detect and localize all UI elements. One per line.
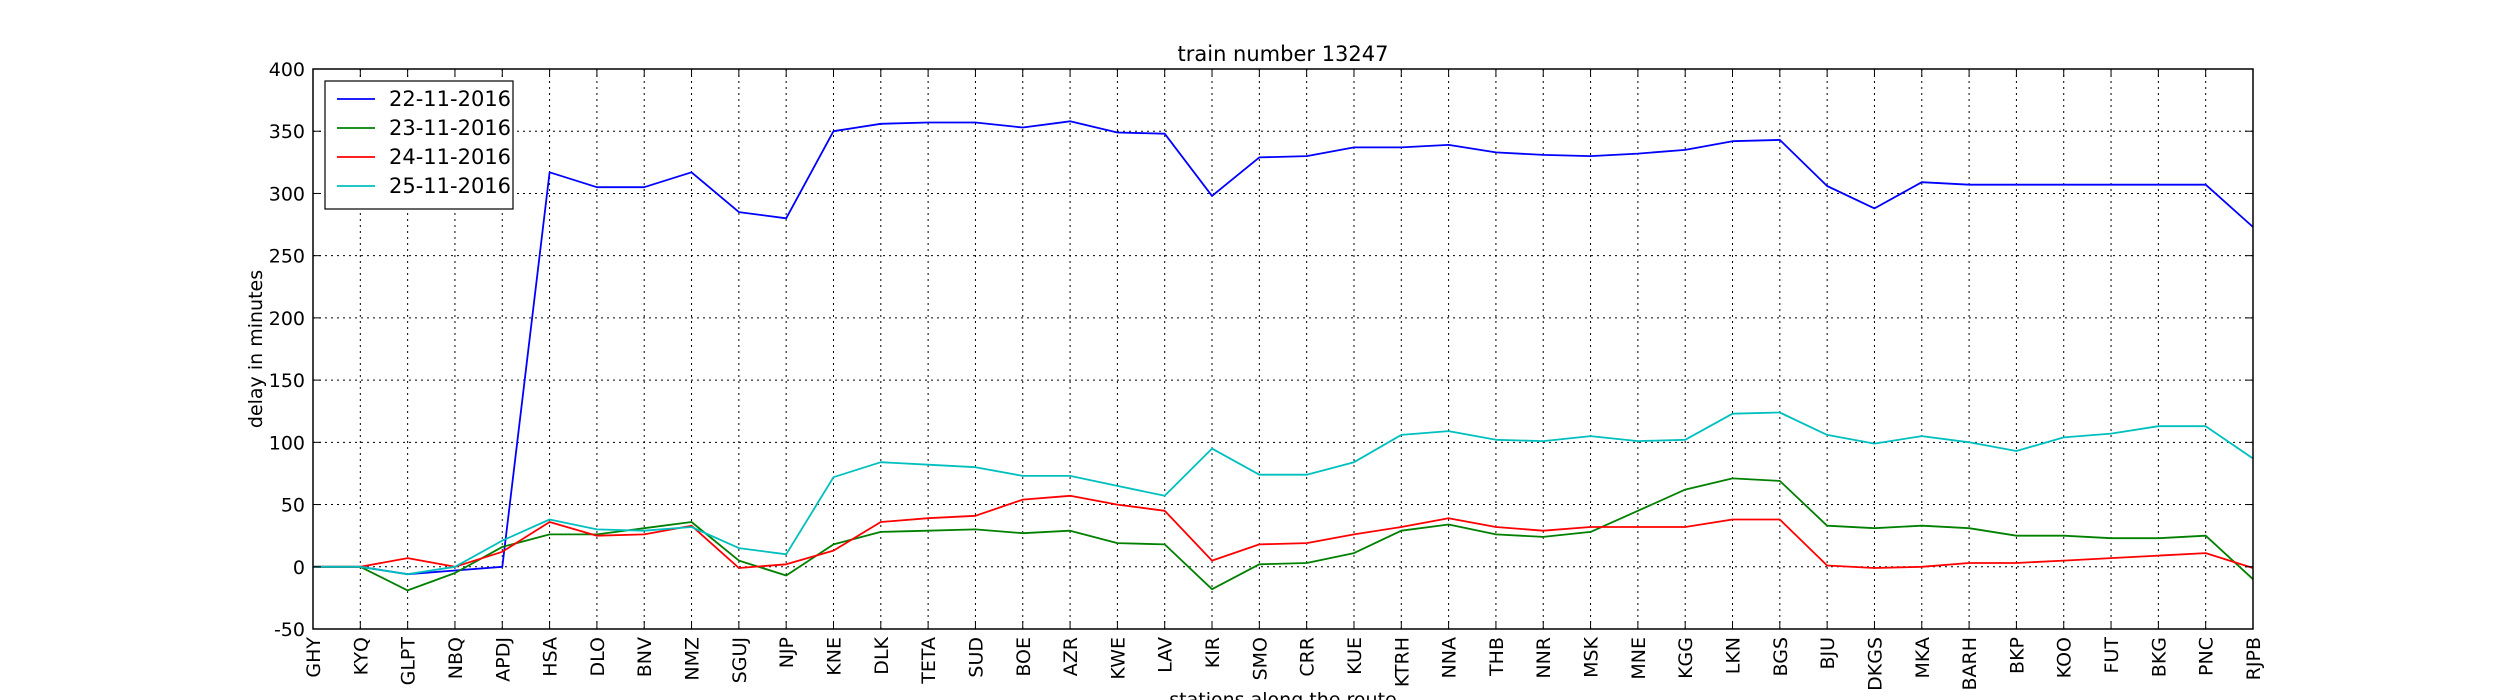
x-tick-label: CRR bbox=[1297, 637, 1319, 677]
y-tick-label: 50 bbox=[281, 495, 305, 517]
chart-title: train number 13247 bbox=[1178, 42, 1389, 66]
x-tick-label: MSK bbox=[1581, 636, 1603, 677]
x-tick-label: TETA bbox=[918, 637, 940, 685]
x-tick-label: AZR bbox=[1060, 637, 1082, 676]
x-tick-label: NMZ bbox=[682, 637, 704, 681]
x-tick-label: BOE bbox=[1013, 637, 1035, 677]
x-tick-label: KOO bbox=[2054, 637, 2076, 678]
x-tick-label: MNE bbox=[1628, 637, 1650, 680]
x-tick-label: BKG bbox=[2148, 637, 2170, 677]
y-tick-label: 100 bbox=[269, 432, 305, 454]
x-tick-label: NBQ bbox=[445, 637, 467, 679]
y-tick-label: 400 bbox=[269, 59, 305, 81]
x-tick-label: SUD bbox=[965, 637, 987, 678]
x-tick-label: LKN bbox=[1723, 637, 1745, 674]
x-tick-label: GLPT bbox=[398, 637, 420, 686]
x-axis-title: stations along the route bbox=[1169, 689, 1396, 700]
x-tick-label: KNE bbox=[823, 637, 845, 676]
y-tick-label: 200 bbox=[269, 308, 305, 330]
series-line-25-11-2016 bbox=[313, 411, 2254, 576]
x-tick-label: HSA bbox=[540, 637, 562, 677]
series-line-22-11-2016 bbox=[313, 120, 2254, 576]
x-tick-label: DLO bbox=[587, 637, 609, 677]
series-line-23-11-2016 bbox=[313, 477, 2254, 592]
x-tick-label: KIR bbox=[1202, 637, 1224, 668]
x-tick-label: APDJ bbox=[492, 637, 514, 682]
y-tick-label: -50 bbox=[274, 619, 305, 641]
y-axis-title: delay in minutes bbox=[245, 270, 267, 428]
x-tick-label: SGUJ bbox=[729, 637, 751, 683]
y-tick-label: 300 bbox=[269, 183, 305, 205]
x-tick-label: DKGS bbox=[1864, 637, 1886, 691]
plot-area bbox=[312, 68, 2254, 630]
x-tick-label: KWE bbox=[1107, 637, 1129, 680]
x-tick-label: NNR bbox=[1533, 637, 1555, 679]
x-tick-label: GHY bbox=[303, 637, 325, 678]
x-tick-label: KTRH bbox=[1391, 637, 1413, 687]
legend: 22-11-2016 23-11-2016 24-11-2016 25-11-2016 bbox=[324, 80, 514, 210]
x-tick-label: NNA bbox=[1439, 637, 1461, 678]
legend-label: 25-11-2016 bbox=[389, 174, 511, 198]
axis-ticks: -50 0 50 100 150 200 250 300 350 400 GHY KYQ GLPT NBQ… bbox=[269, 59, 2265, 691]
x-tick-label: DLK bbox=[871, 636, 893, 674]
legend-box bbox=[324, 80, 514, 210]
x-tick-label: BNV bbox=[634, 637, 656, 677]
legend-label: 22-11-2016 bbox=[389, 87, 511, 111]
x-tick-label: KGG bbox=[1675, 637, 1697, 679]
x-tick-label: BKP bbox=[2006, 637, 2028, 674]
x-tick-label: BJU bbox=[1817, 637, 1839, 670]
series-line-24-11-2016 bbox=[313, 494, 2254, 569]
x-tick-label: RJPB bbox=[2243, 637, 2265, 680]
x-tick-label: KUE bbox=[1344, 637, 1366, 675]
x-tick-label: BGS bbox=[1770, 637, 1792, 676]
x-tick-label: LAV bbox=[1155, 637, 1177, 673]
x-tick-label: PNC bbox=[2196, 637, 2218, 676]
x-tick-label: FUT bbox=[2101, 637, 2123, 674]
x-tick-label: KYQ bbox=[350, 637, 372, 675]
x-tick-label: BARH bbox=[1959, 637, 1981, 691]
x-tick-label: THB bbox=[1486, 637, 1508, 677]
series-lines bbox=[313, 120, 2254, 592]
y-tick-label: 150 bbox=[269, 370, 305, 392]
legend-label: 23-11-2016 bbox=[389, 116, 511, 140]
x-tick-label: SMO bbox=[1249, 637, 1271, 680]
y-tick-label: 0 bbox=[293, 557, 305, 579]
legend-label: 24-11-2016 bbox=[389, 145, 511, 169]
y-tick-label: 250 bbox=[269, 246, 305, 268]
x-tick-label: MKA bbox=[1912, 637, 1934, 679]
x-tick-label: NJP bbox=[776, 637, 798, 668]
grid-lines bbox=[312, 68, 2254, 630]
y-tick-label: 350 bbox=[269, 121, 305, 143]
